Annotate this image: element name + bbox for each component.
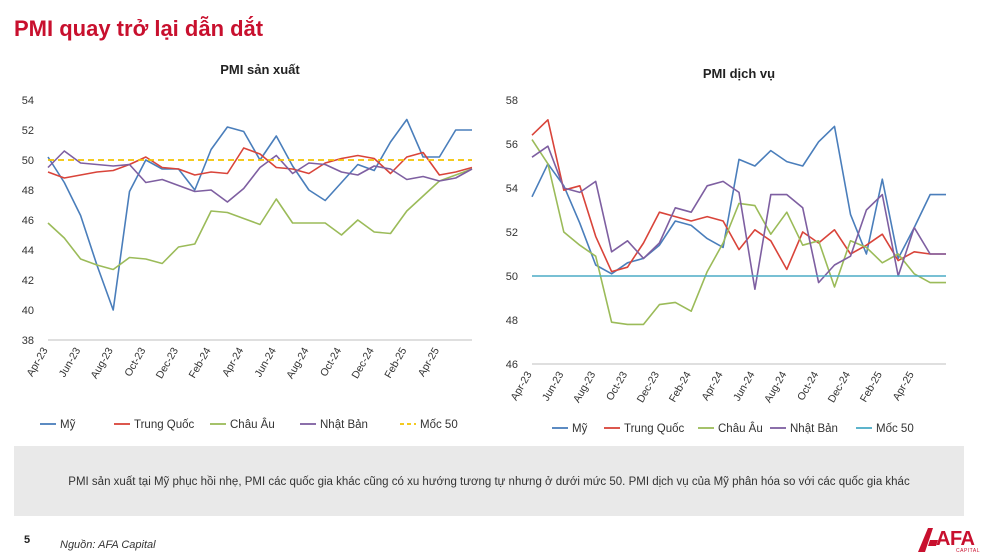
y-tick-label: 58	[506, 95, 518, 107]
x-tick-label: Dec-23	[154, 345, 181, 380]
afa-logo-mark-icon	[918, 528, 938, 552]
x-tick-label: Dec-23	[635, 369, 662, 404]
chart-services-pmi: PMI dịch vụ 46 48 50 52 54 56 58 Apr-23 Jun-23 Aug…	[496, 56, 966, 441]
legend-label-us: Mỹ	[60, 419, 76, 431]
y-tick-label: 50	[22, 155, 34, 167]
y-tick-label: 44	[22, 245, 34, 257]
x-tick-label: Oct-23	[122, 345, 148, 378]
slide-title: PMI quay trở lại dẫn dắt	[14, 16, 264, 41]
series-line-europe	[531, 139, 946, 326]
legend-label-baseline_right: Mốc 50	[876, 423, 914, 435]
x-tick-label: Aug-24	[762, 369, 789, 404]
y-tick-label: 54	[506, 183, 518, 195]
legend-label-china: Trung Quốc	[624, 423, 685, 435]
legend-label-japan: Nhật Bản	[790, 423, 838, 435]
source-note: Nguồn: AFA Capital	[60, 539, 156, 551]
x-tick-label: Apr-25	[891, 369, 917, 402]
y-tick-label: 46	[22, 215, 34, 227]
logo-text: AFA	[936, 528, 975, 550]
x-tick-label: Feb-25	[382, 345, 409, 380]
x-tick-label: Aug-23	[571, 369, 598, 404]
x-tick-label: Oct-23	[604, 369, 630, 402]
legend-label-baseline_left: Mốc 50	[420, 419, 458, 431]
legend-label-us: Mỹ	[572, 423, 588, 435]
x-tick-label: Oct-24	[795, 369, 821, 402]
y-tick-label: 38	[22, 335, 34, 347]
series-line-japan	[531, 145, 946, 290]
y-tick-label: 52	[22, 125, 34, 137]
series-line-us	[531, 125, 946, 275]
x-tick-label: Apr-23	[24, 345, 50, 378]
logo-subtext: CAPITAL	[956, 548, 980, 554]
x-tick-label: Apr-24	[220, 345, 246, 378]
afa-logo: AFA CAPITAL	[916, 526, 980, 554]
y-tick-label: 48	[22, 185, 34, 197]
page-number: 5	[24, 534, 31, 546]
y-tick-label: 42	[22, 275, 34, 287]
x-tick-label: Apr-23	[508, 369, 534, 402]
series-line-japan	[47, 150, 473, 203]
y-tick-label: 46	[506, 359, 518, 371]
series-line-us	[47, 118, 472, 311]
y-tick-label: 50	[506, 271, 518, 283]
chart-title: PMI dịch vụ	[703, 66, 775, 81]
x-tick-label: Jun-24	[252, 345, 279, 379]
y-tick-label: 56	[506, 139, 518, 151]
legend-label-china: Trung Quốc	[134, 419, 195, 431]
x-tick-label: Aug-23	[89, 345, 116, 380]
chart-manufacturing-pmi: PMI sản xuất 38 40 42 44 46 48 50 52 54 Apr-23 Jun-…	[10, 56, 480, 441]
x-tick-label: Dec-24	[349, 345, 376, 380]
series-line-china	[47, 147, 473, 179]
legend-label-japan: Nhật Bản	[320, 419, 368, 431]
legend-label-europe: Châu Âu	[718, 422, 763, 435]
y-tick-label: 54	[22, 95, 34, 107]
y-tick-label: 40	[22, 305, 34, 317]
x-tick-label: Jun-23	[540, 369, 567, 403]
y-tick-label: 52	[506, 227, 518, 239]
x-tick-label: Dec-24	[826, 369, 853, 404]
x-tick-label: Feb-24	[187, 345, 214, 380]
x-tick-label: Aug-24	[284, 345, 311, 380]
x-tick-label: Apr-25	[416, 345, 442, 378]
x-tick-label: Feb-24	[667, 369, 694, 404]
summary-note: PMI sản xuất tại Mỹ phục hồi nhẹ, PMI cá…	[68, 476, 910, 488]
summary-note-box: PMI sản xuất tại Mỹ phục hồi nhẹ, PMI cá…	[14, 446, 964, 516]
y-tick-label: 48	[506, 315, 518, 327]
chart-title: PMI sản xuất	[220, 62, 300, 77]
x-tick-label: Jun-23	[57, 345, 84, 379]
x-tick-label: Jun-24	[731, 369, 758, 403]
series-line-china	[531, 118, 946, 273]
legend-label-europe: Châu Âu	[230, 418, 275, 431]
x-tick-label: Apr-24	[700, 369, 726, 402]
x-tick-label: Oct-24	[318, 345, 344, 378]
x-tick-label: Feb-25	[858, 369, 885, 404]
series-line-europe	[47, 168, 473, 271]
